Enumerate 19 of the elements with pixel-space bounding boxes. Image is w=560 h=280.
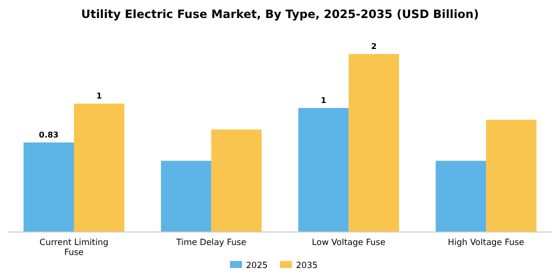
bar: [160, 160, 212, 232]
x-tick-label: Current Limiting Fuse: [40, 238, 108, 258]
data-label: 1: [320, 96, 327, 105]
legend-label: 2035: [296, 261, 318, 271]
data-label: 2: [371, 42, 377, 51]
bar: [436, 160, 486, 232]
bar: [24, 142, 74, 232]
chart-title: Utility Electric Fuse Market, By Type, 2025-2035 (USD Billion): [81, 7, 479, 21]
data-label: 1: [96, 92, 102, 101]
bar: [486, 120, 536, 232]
bar: [348, 54, 400, 232]
legend-label: 2025: [246, 261, 268, 271]
x-tick-label: Low Voltage Fuse: [312, 238, 386, 248]
bar: [298, 108, 349, 232]
data-label: 0.83: [38, 130, 59, 140]
x-tick-label: Time Delay Fuse: [175, 238, 246, 248]
bar: [74, 104, 124, 232]
bar: [211, 130, 262, 232]
x-tick-label: High Voltage Fuse: [448, 238, 524, 248]
